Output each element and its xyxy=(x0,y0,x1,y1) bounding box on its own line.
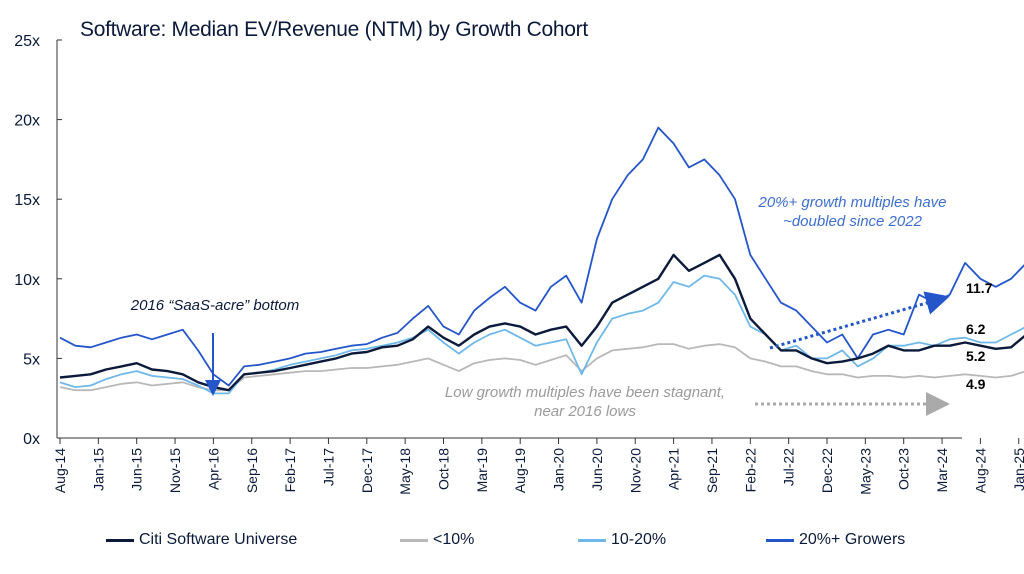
x-tick-label: Jun-15 xyxy=(129,448,145,491)
x-tick-label: Mar-19 xyxy=(474,448,490,493)
x-tick-label: Feb-22 xyxy=(742,448,758,493)
x-tick-label: Jul-22 xyxy=(781,448,797,486)
annotation-high-growth-line1: 20%+ growth multiples have xyxy=(758,194,947,211)
end-label-20plus: 11.7 xyxy=(966,280,993,296)
x-tick-label: Jul-17 xyxy=(320,448,336,486)
y-tick-label: 10x xyxy=(14,272,40,289)
x-tick-label: Jan-20 xyxy=(551,448,567,491)
end-label-10-20: 6.2 xyxy=(966,321,986,337)
x-tick-label: Jan-15 xyxy=(90,448,106,491)
x-tick-label: Apr-21 xyxy=(666,448,682,490)
x-tick-label: Sep-16 xyxy=(244,448,260,493)
annotation-low-growth-line1: Low growth multiples have been stagnant, xyxy=(444,384,726,401)
x-tick-label: Dec-22 xyxy=(819,448,835,493)
chart-title: Software: Median EV/Revenue (NTM) by Gro… xyxy=(80,18,588,41)
legend-label: <10% xyxy=(433,531,475,548)
legend-item-universe: Citi Software Universe xyxy=(106,531,297,549)
annotation-high-growth: 20%+ growth multiples have ~doubled sinc… xyxy=(720,193,985,231)
series-line-10-20- xyxy=(59,274,1024,395)
legend-item-under10: <10% xyxy=(400,531,474,549)
legend-swatch xyxy=(106,538,134,542)
x-tick-label: Aug-24 xyxy=(972,448,988,493)
y-tick-label: 15x xyxy=(14,192,40,209)
x-tick-label: Aug-14 xyxy=(52,448,68,493)
y-tick-label: 0x xyxy=(23,431,40,448)
x-tick-label: Feb-17 xyxy=(282,448,298,493)
x-tick-label: May-23 xyxy=(857,448,873,495)
x-tick-label: Oct-18 xyxy=(436,448,452,490)
annotation-low-growth-line2: near 2016 lows xyxy=(534,403,636,420)
end-label-universe: 5.2 xyxy=(966,348,986,364)
x-tick-label: Apr-16 xyxy=(205,448,221,490)
legend-label: 20%+ Growers xyxy=(799,531,906,548)
series-line-citi-software-universe xyxy=(59,253,1024,392)
x-tick-label: May-18 xyxy=(397,448,413,495)
legend-item-20plus: 20%+ Growers xyxy=(766,531,905,549)
legend-swatch xyxy=(766,538,794,542)
legend-swatch xyxy=(578,538,606,542)
x-tick-label: Jun-20 xyxy=(589,448,605,491)
legend-item-10-20: 10-20% xyxy=(578,531,666,549)
legend-swatch xyxy=(400,538,428,542)
x-tick-label: Mar-24 xyxy=(934,448,950,493)
x-tick-label: Dec-17 xyxy=(359,448,375,493)
annotation-saas-bottom: 2016 “SaaS-acre” bottom xyxy=(130,297,300,314)
high-growth-trend-arrow xyxy=(769,291,950,350)
x-tick-label: Aug-19 xyxy=(512,448,528,493)
annotation-high-growth-line2: ~doubled since 2022 xyxy=(783,213,922,230)
x-tick-label: Jan-25 xyxy=(1011,448,1024,491)
series-line-20-growers xyxy=(59,126,1024,387)
x-tick-label: Sep-21 xyxy=(704,448,720,493)
y-tick-label: 25x xyxy=(14,33,40,50)
annotation-low-growth: Low growth multiples have been stagnant,… xyxy=(400,383,770,421)
x-tick-label: Nov-15 xyxy=(167,448,183,493)
legend-label: Citi Software Universe xyxy=(139,531,298,548)
x-tick-label: Oct-23 xyxy=(896,448,912,490)
y-tick-label: 5x xyxy=(23,351,40,368)
legend-label: 10-20% xyxy=(611,531,667,548)
x-tick-label: Nov-20 xyxy=(627,448,643,493)
y-tick-label: 20x xyxy=(14,113,40,130)
end-label-under10: 4.9 xyxy=(966,376,986,392)
